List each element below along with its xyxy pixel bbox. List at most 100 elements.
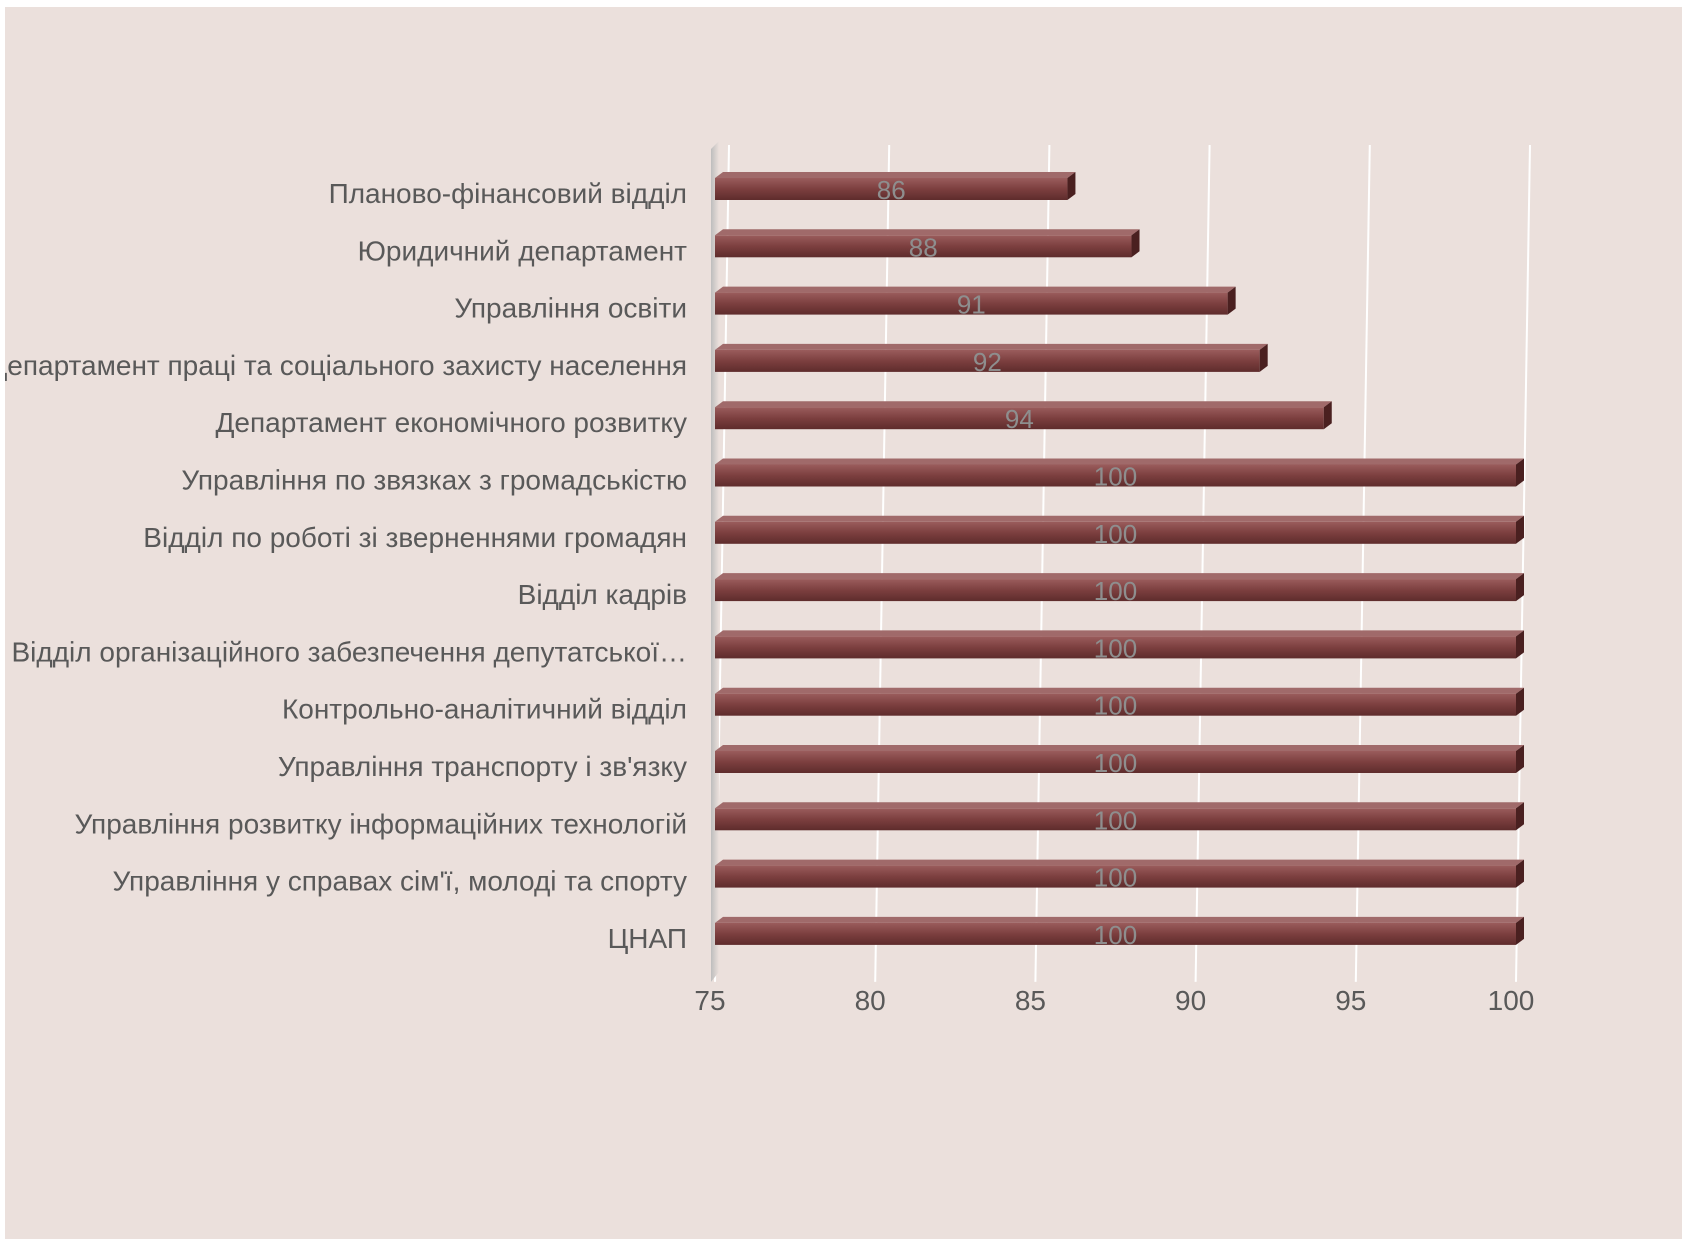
axis-wall <box>711 141 719 982</box>
bar-top-face <box>715 802 1524 809</box>
bar-11 <box>715 802 1524 831</box>
data-label: 92 <box>973 347 1002 377</box>
category-label: Планово-фінансовий відділ <box>329 178 687 209</box>
bar-top-face <box>715 515 1524 522</box>
bar-8 <box>715 630 1524 659</box>
category-label: Юридичний департамент <box>358 235 688 266</box>
category-label: Управління освіти <box>454 293 687 324</box>
bar-top-face <box>715 573 1524 580</box>
data-label: 100 <box>1094 805 1137 835</box>
bar-6 <box>715 515 1524 544</box>
bar-top-face <box>715 859 1524 866</box>
bar-front-face <box>715 808 1516 831</box>
bar-side-face <box>1516 745 1524 773</box>
bar-front-face <box>715 464 1516 487</box>
data-label: 100 <box>1094 576 1137 606</box>
category-label: Департамент праці та соціального захисту… <box>5 350 687 381</box>
bar-side-face <box>1323 401 1332 430</box>
bar-5 <box>715 458 1524 487</box>
bar-front-face <box>715 349 1260 372</box>
x-tick-label: 75 <box>694 985 725 1016</box>
bar-9 <box>715 687 1524 716</box>
bar-4 <box>715 401 1332 430</box>
bar-front-face <box>715 521 1516 544</box>
category-label: Управління транспорту і зв'язку <box>278 751 687 782</box>
bar-7 <box>715 573 1524 602</box>
bar-side-face <box>1227 286 1236 315</box>
bar-side-face <box>1516 687 1524 716</box>
bar-front-face <box>715 178 1068 200</box>
bar-front-face <box>715 292 1228 315</box>
gridlines <box>714 144 1531 982</box>
gridline-90 <box>1194 144 1211 982</box>
data-label: 100 <box>1094 462 1137 492</box>
bar-side-face <box>1516 458 1524 487</box>
data-label: 100 <box>1094 748 1137 778</box>
bar-13 <box>715 916 1524 945</box>
x-tick-label: 95 <box>1335 985 1366 1016</box>
gridline-100 <box>1515 144 1531 982</box>
bar-side-face <box>1516 515 1524 544</box>
category-labels: Планово-фінансовий відділ Юридичний депар… <box>5 178 687 954</box>
bar-top-face <box>715 401 1332 408</box>
x-tick-label: 90 <box>1175 985 1206 1016</box>
gridline-85 <box>1034 144 1051 982</box>
bar-front-face <box>715 579 1516 602</box>
category-label: Управління по звязках з громадськістю <box>181 465 687 496</box>
bar-2 <box>715 286 1236 315</box>
bar-top-face <box>715 687 1524 694</box>
category-label: Контрольно-аналітичний відділ <box>282 694 687 725</box>
bar-top-face <box>715 343 1268 350</box>
category-label: Управління розвитку інформаційних технол… <box>75 808 688 839</box>
data-label: 100 <box>1094 691 1137 721</box>
bar-top-face <box>715 172 1076 178</box>
bar-top-face <box>715 630 1524 637</box>
data-label: 100 <box>1094 633 1137 663</box>
category-label: Управління у справах сім'ї, молоді та сп… <box>113 866 688 897</box>
bar-12 <box>715 859 1524 888</box>
bar-side-face <box>1516 859 1524 888</box>
data-label: 88 <box>909 232 938 262</box>
bars <box>715 172 1524 945</box>
bar-side-face <box>1516 916 1524 945</box>
bar-top-face <box>715 916 1524 923</box>
category-label: Відділ кадрів <box>518 579 687 610</box>
x-tick-label: 85 <box>1015 985 1046 1016</box>
gridline-80 <box>874 144 891 982</box>
bar-3 <box>715 343 1268 372</box>
bar-front-face <box>715 693 1516 716</box>
bar-front-face <box>715 407 1324 430</box>
data-label: 100 <box>1094 920 1137 950</box>
bar-front-face <box>715 865 1516 888</box>
bar-top-face <box>715 286 1236 293</box>
bar-top-face <box>715 745 1524 751</box>
bar-side-face <box>1259 343 1268 372</box>
bar-front-face <box>715 751 1516 773</box>
axis-wall-shape <box>711 141 719 982</box>
data-label: 94 <box>1005 404 1034 434</box>
x-axis-ticks: 75 80 85 90 95 100 <box>694 985 1534 1016</box>
bar-0 <box>715 172 1076 200</box>
bar-side-face <box>1131 229 1140 258</box>
bar-front-face <box>715 235 1132 258</box>
category-label: Відділ організаційного забезпечення депу… <box>11 636 687 667</box>
bar-side-face <box>1516 573 1524 602</box>
bar-chart: Планово-фінансовий відділ Юридичний депар… <box>5 141 1534 1016</box>
category-label: Відділ по роботі зі зверненнями громадян <box>143 522 687 553</box>
category-label: Департамент економічного розвитку <box>215 407 687 438</box>
bar-top-face <box>715 458 1524 465</box>
bar-side-face <box>1067 172 1076 200</box>
data-label: 86 <box>877 175 906 205</box>
bar-front-face <box>715 636 1516 659</box>
bar-side-face <box>1516 802 1524 831</box>
bar-10 <box>715 745 1524 773</box>
data-label: 91 <box>957 290 986 320</box>
gridline-95 <box>1354 144 1371 982</box>
bar-1 <box>715 229 1140 258</box>
bar-top-face <box>715 229 1140 236</box>
data-label: 100 <box>1094 519 1137 549</box>
bar-front-face <box>715 922 1516 945</box>
bar-side-face <box>1516 630 1524 659</box>
category-label: ЦНАП <box>608 923 687 954</box>
